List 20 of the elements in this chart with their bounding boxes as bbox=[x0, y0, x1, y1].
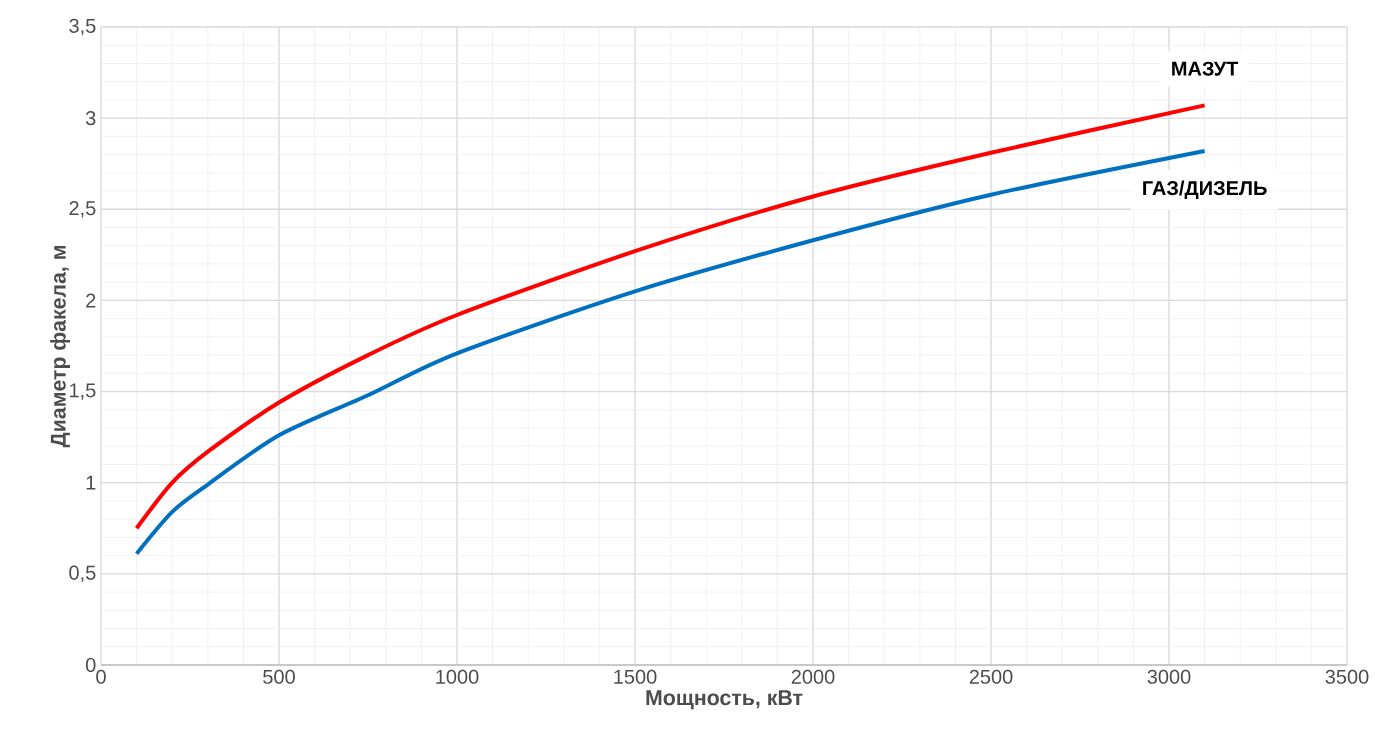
series-label: ГАЗ/ДИЗЕЛЬ bbox=[1143, 180, 1267, 200]
y-axis-title: Диаметр факела, м bbox=[50, 245, 71, 448]
x-tick-label: 2000 bbox=[791, 669, 835, 684]
y-tick-label: 2,5 bbox=[69, 201, 96, 218]
y-tick-label: 1 bbox=[86, 475, 96, 490]
y-tick-label: 0,5 bbox=[69, 565, 96, 583]
y-tick-label: 0 bbox=[85, 657, 96, 673]
x-tick-label: 1000 bbox=[436, 669, 479, 684]
x-tick-label: 2500 bbox=[969, 669, 1013, 684]
x-tick-label: 0 bbox=[96, 669, 106, 684]
y-tick-label: 3 bbox=[85, 111, 96, 126]
y-tick-label: 3,5 bbox=[69, 18, 96, 36]
y-tick-label: 2 bbox=[86, 293, 96, 308]
y-tick-label: 1,5 bbox=[70, 383, 96, 400]
x-tick-label: 500 bbox=[263, 669, 295, 684]
x-tick-label: 3500 bbox=[1325, 669, 1369, 684]
x-axis-title: Мощность, кВт bbox=[646, 690, 803, 710]
x-tick-label: 1500 bbox=[614, 669, 657, 684]
x-tick-label: 3000 bbox=[1147, 669, 1191, 684]
series-label: МАЗУТ bbox=[1172, 61, 1239, 76]
